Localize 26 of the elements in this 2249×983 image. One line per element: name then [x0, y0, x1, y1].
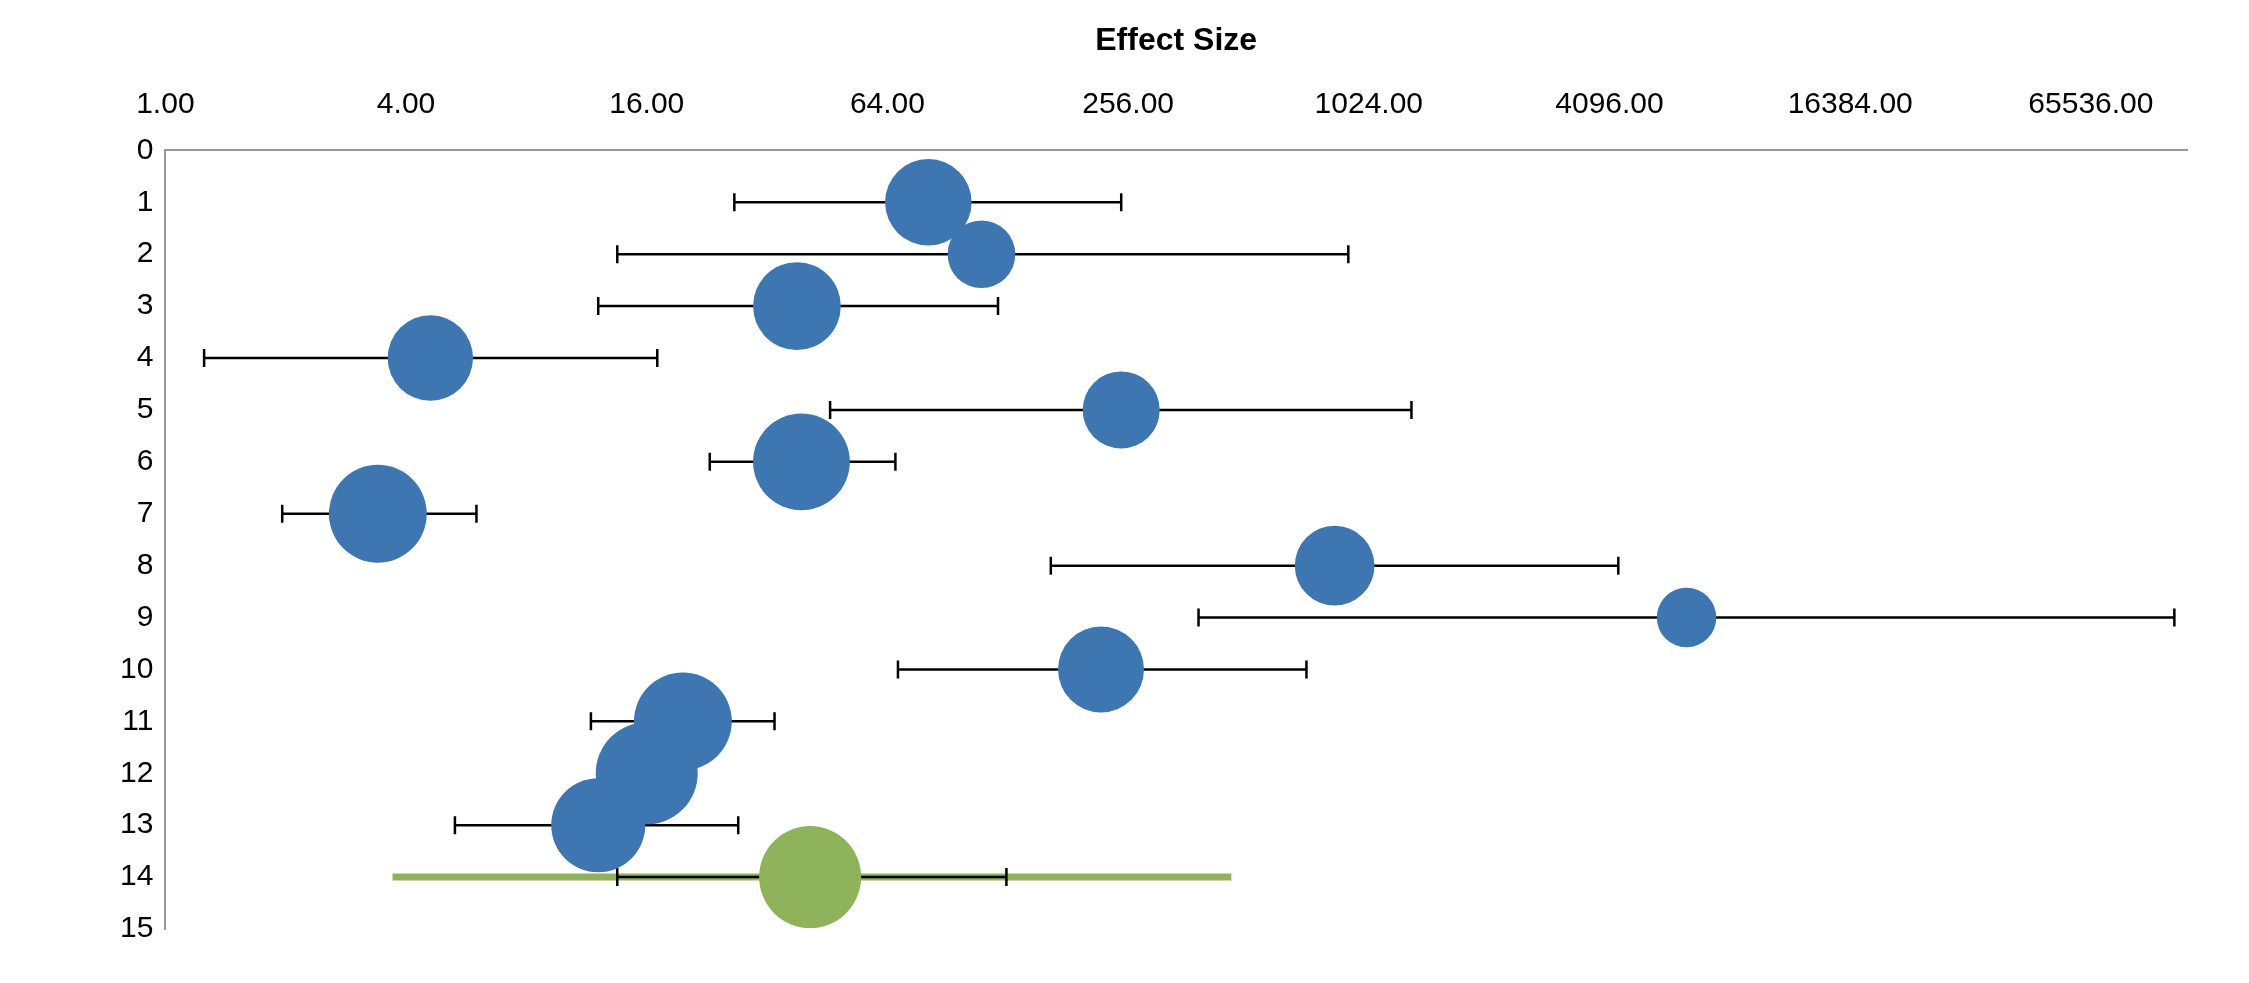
y-tick-label: 3	[136, 287, 154, 321]
y-tick-label: 10	[119, 650, 154, 684]
y-tick-label: 15	[119, 910, 154, 944]
y-tick-label: 4	[136, 339, 154, 373]
y-tick-label: 9	[136, 598, 154, 632]
y-tick-label: 11	[122, 702, 154, 736]
x-tick-label: 4096.00	[1555, 85, 1664, 119]
y-tick-label: 2	[136, 235, 154, 269]
y-tick-label: 5	[136, 391, 154, 425]
y-tick-label: 7	[136, 495, 154, 529]
y-tick-label: 13	[119, 806, 154, 840]
x-tick-label: 16.00	[609, 85, 685, 119]
y-tick-label: 6	[136, 443, 154, 477]
x-tick-label: 16384.00	[1787, 85, 1913, 119]
x-tick-label: 1024.00	[1314, 85, 1424, 119]
y-tick-label: 14	[119, 858, 154, 892]
y-tick-label: 1	[136, 183, 154, 217]
y-tick-label: 12	[119, 754, 154, 788]
x-tick-label: 65536.00	[2028, 85, 2154, 119]
x-tick-label: 256.00	[1082, 85, 1175, 119]
y-tick-label: 8	[136, 546, 154, 580]
x-tick-label: 64.00	[849, 85, 925, 119]
x-tick-label: 4.00	[376, 85, 436, 119]
x-axis-title: Effect Size	[1095, 21, 1258, 58]
y-tick-label: 0	[136, 131, 154, 165]
x-tick-label: 1.00	[136, 85, 195, 119]
